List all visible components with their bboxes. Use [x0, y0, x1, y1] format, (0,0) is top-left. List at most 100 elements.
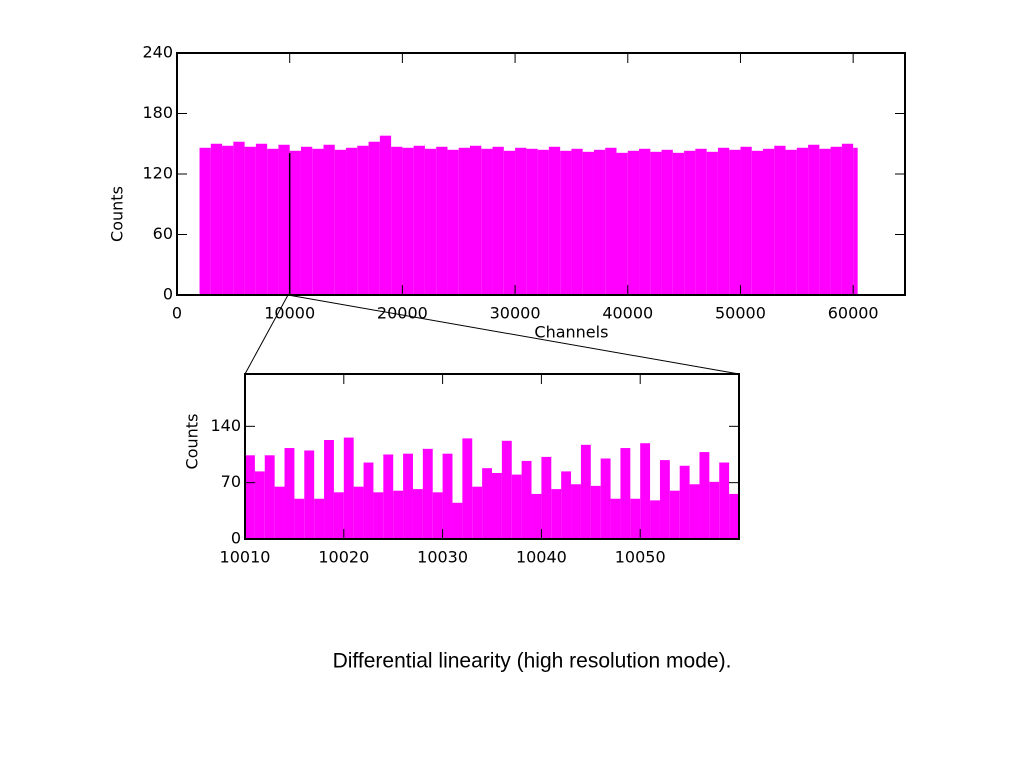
- x-tick-label: 30000: [490, 304, 541, 323]
- bar: [470, 145, 482, 295]
- bar: [819, 148, 831, 295]
- bar: [357, 145, 369, 295]
- bar: [503, 150, 516, 295]
- bar: [323, 144, 335, 295]
- bar: [391, 146, 403, 295]
- y-tick-label: 120: [142, 164, 173, 183]
- x-tick-label: 60000: [828, 304, 879, 323]
- bar: [222, 145, 234, 295]
- bar: [436, 146, 448, 295]
- bar: [830, 146, 842, 295]
- bar: [492, 473, 502, 539]
- y-tick-label: 180: [142, 103, 173, 122]
- bar: [379, 135, 392, 295]
- bar: [403, 453, 413, 539]
- bar: [294, 498, 305, 539]
- bar: [672, 152, 685, 295]
- caption: Differential linearity (high resolution …: [333, 650, 732, 673]
- x-tick-label: 0: [172, 304, 182, 323]
- y-tick-label: 140: [210, 416, 241, 435]
- x-tick-label: 10040: [516, 548, 567, 567]
- bar: [669, 490, 680, 539]
- bar: [706, 151, 718, 295]
- bar: [346, 147, 358, 295]
- bar: [314, 498, 325, 539]
- bar: [699, 452, 710, 539]
- bar: [482, 468, 492, 539]
- zoom-connector: [244, 294, 289, 375]
- bar: [304, 450, 315, 539]
- bar: [458, 147, 471, 295]
- bar: [343, 437, 354, 539]
- main-chart: 0 10000 20000 30000 40000 50000 60000 0 60 120 180…: [108, 43, 906, 342]
- bar: [447, 149, 459, 295]
- x-tick-label: 10030: [417, 548, 468, 567]
- bar: [560, 150, 572, 295]
- bar: [521, 460, 532, 539]
- bar: [402, 147, 414, 295]
- bar: [639, 148, 651, 295]
- bar: [679, 465, 690, 539]
- bar: [274, 486, 285, 539]
- bar: [571, 148, 583, 295]
- bar: [541, 456, 552, 539]
- bar: [413, 145, 425, 295]
- bar: [785, 149, 797, 295]
- bar: [515, 147, 527, 295]
- bar: [719, 462, 730, 539]
- bar: [353, 486, 364, 539]
- bar: [561, 471, 572, 539]
- bar: [254, 471, 265, 539]
- zoom-chart: 10010 10020 10030 10040 10050 0 70 140 Counts: [183, 373, 740, 567]
- bar: [689, 484, 700, 539]
- bar: [650, 500, 660, 539]
- bar: [452, 502, 463, 539]
- y-tick-label: 0: [231, 529, 241, 548]
- bar: [284, 448, 295, 539]
- bar: [264, 455, 275, 539]
- bar: [492, 146, 504, 295]
- bar: [267, 148, 279, 295]
- bar: [610, 498, 621, 539]
- bar: [751, 150, 764, 295]
- x-tick-label: 20000: [377, 304, 428, 323]
- bar: [590, 485, 601, 539]
- bar: [289, 150, 301, 295]
- bar: [233, 141, 245, 295]
- bar: [368, 141, 380, 295]
- bar: [526, 148, 538, 295]
- bar: [393, 490, 404, 539]
- bar: [661, 149, 673, 295]
- bar: [363, 462, 374, 539]
- bar: [511, 474, 522, 539]
- zoom-connector: [287, 294, 740, 375]
- bar: [210, 143, 223, 295]
- bar: [334, 149, 347, 295]
- bar: [841, 143, 854, 295]
- y-tick-label: 240: [142, 43, 173, 62]
- bar: [616, 152, 628, 295]
- bar: [481, 148, 493, 295]
- x-tick-label: 10000: [264, 304, 315, 323]
- bar: [600, 458, 611, 539]
- bar: [244, 146, 256, 295]
- bar: [695, 148, 707, 295]
- plot-frame: [244, 373, 740, 540]
- y-axis-label: Counts: [183, 414, 202, 470]
- x-tick-label: 50000: [715, 304, 766, 323]
- bar: [373, 492, 384, 539]
- bar: [199, 147, 211, 295]
- bar: [324, 440, 334, 539]
- bar: [548, 146, 561, 295]
- bar: [605, 147, 617, 295]
- x-axis-label: Channels: [534, 323, 608, 342]
- bar: [640, 443, 651, 539]
- bar: [501, 440, 512, 539]
- x-tick-label: 40000: [602, 304, 653, 323]
- x-tick-label: 10010: [220, 548, 271, 567]
- bar: [472, 486, 483, 539]
- bar: [571, 484, 581, 539]
- bar: [383, 454, 394, 539]
- bar: [627, 150, 640, 295]
- bar: [333, 492, 344, 539]
